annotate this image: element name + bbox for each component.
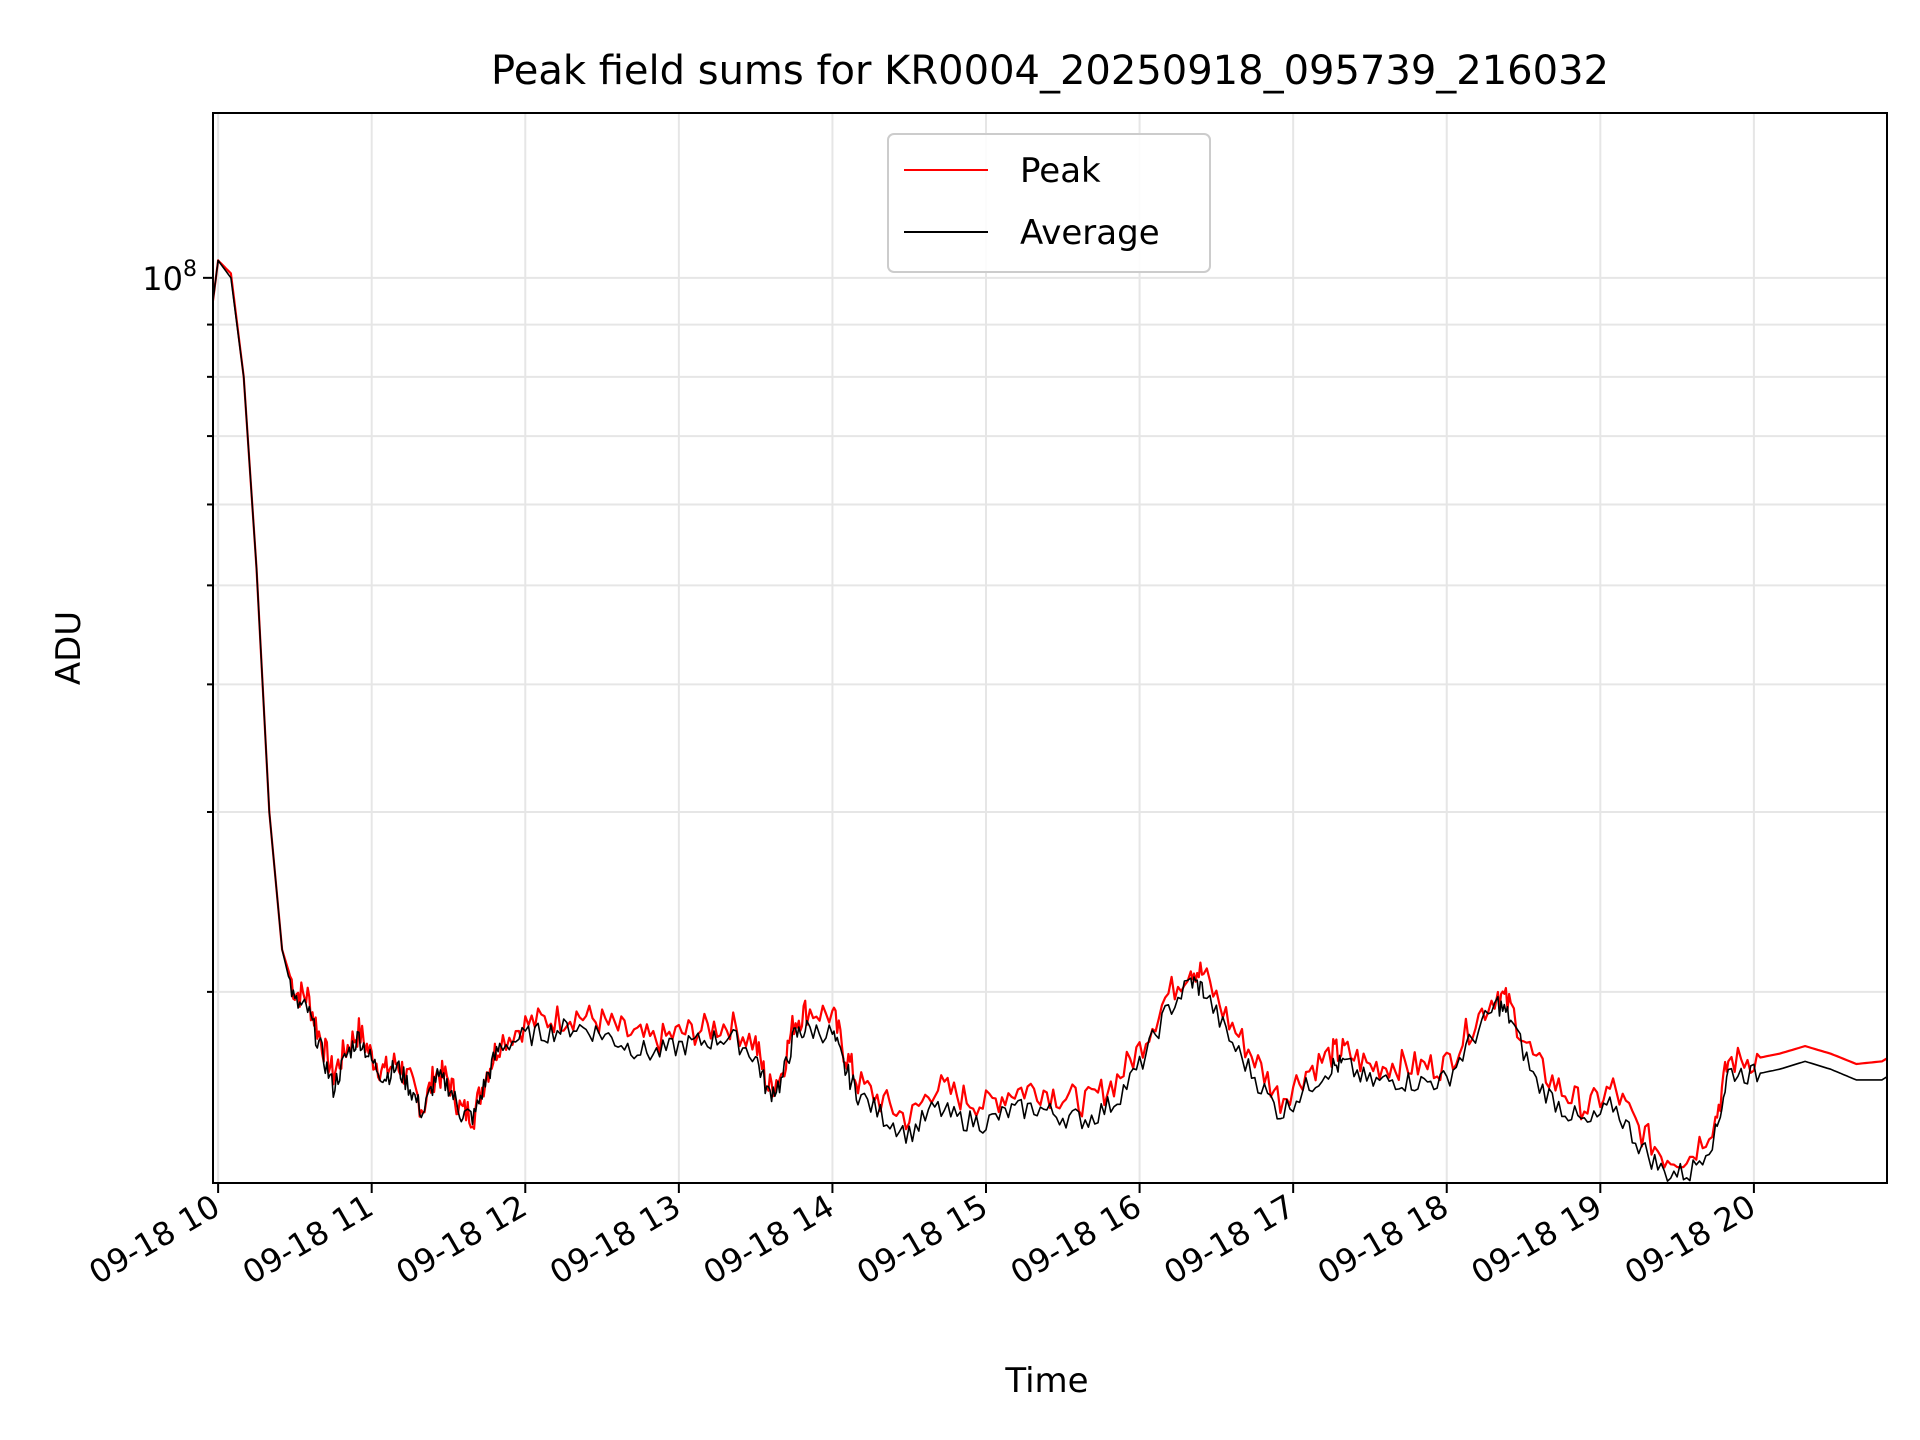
y-axis-label: ADU [49, 611, 89, 685]
plot-frame [212, 112, 1888, 1184]
y-tick-label: 108 [142, 257, 197, 298]
series-line-peak [213, 259, 1887, 1169]
legend-label-average: Average [1020, 213, 1160, 253]
plot-area [213, 113, 1887, 1183]
series-group [213, 259, 1887, 1182]
legend: Peak Average [887, 133, 1211, 273]
x-axis-label: Time [1004, 1361, 1088, 1401]
grid [213, 113, 1887, 1183]
y-tick-label-exponent: 8 [183, 257, 197, 282]
y-tick-label-base: 10 [142, 260, 183, 298]
legend-label-peak: Peak [1020, 151, 1101, 191]
chart-title: Peak field sums for KR0004_20250918_0957… [491, 48, 1609, 94]
legend-box [887, 133, 1211, 273]
series-line-average [213, 259, 1887, 1182]
